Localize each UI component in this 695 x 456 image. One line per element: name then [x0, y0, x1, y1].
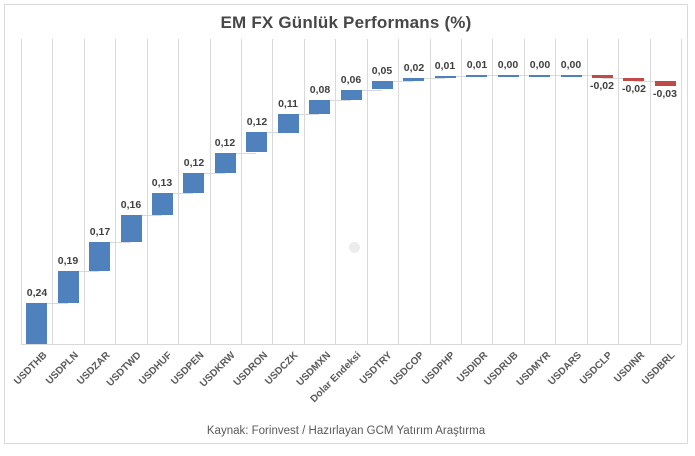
value-label-usdtry: 0,05 — [371, 65, 393, 77]
connector-line — [382, 81, 413, 82]
category-label-usdthb: USDTHB — [12, 350, 50, 388]
bar-usdtry — [372, 81, 393, 89]
connector-line — [257, 132, 288, 133]
connector-line — [320, 100, 351, 101]
value-label-usdzar: 0,17 — [89, 226, 111, 238]
connector-line — [445, 76, 476, 77]
plot-gridline — [650, 39, 651, 344]
bar-usdczk — [278, 114, 299, 133]
bar-usdbrl — [655, 81, 676, 86]
bar-usdtwd — [121, 215, 142, 242]
plot-gridline — [681, 39, 682, 344]
plot-gridline — [21, 39, 22, 344]
value-label-usdidr: 0,01 — [466, 59, 488, 71]
connector-line — [162, 193, 193, 194]
plot-gridline — [210, 39, 211, 344]
bar-usdinr — [623, 78, 644, 81]
category-label-usdcop: USDCOP — [388, 350, 427, 389]
bar-usdzar — [89, 242, 110, 271]
connector-line — [194, 173, 225, 174]
value-label-usdmxn: 0,08 — [309, 84, 331, 96]
value-label-usdhuf: 0,13 — [151, 177, 173, 189]
bar-usdidr — [466, 75, 487, 77]
value-label-usdczk: 0,11 — [278, 98, 298, 110]
connector-line — [351, 90, 382, 91]
connector-line — [477, 75, 508, 76]
chart-frame: EM FX Günlük Performans (%) 0,24 0,19 0,17… — [4, 4, 688, 444]
category-label-usdmyr: USDMYR — [514, 350, 553, 389]
plot-gridline — [147, 39, 148, 344]
connector-line — [100, 242, 131, 243]
value-label-usdpen: 0,12 — [183, 157, 205, 169]
connector-line — [414, 78, 445, 79]
value-label-usdthb: 0,24 — [26, 287, 48, 299]
value-label-usdpln: 0,19 — [57, 255, 79, 267]
value-label-usdbrl: -0,03 — [653, 88, 677, 100]
plot-gridline — [84, 39, 85, 344]
connector-line — [37, 303, 68, 304]
value-label-dolar-endeksi: 0,06 — [340, 74, 362, 86]
value-label-usdtwd: 0,16 — [120, 199, 142, 211]
connector-line — [68, 271, 99, 272]
bar-usdcop — [403, 78, 424, 81]
plot-gridline — [52, 39, 53, 344]
value-label-usdinr: -0,02 — [622, 83, 646, 95]
connector-line — [508, 75, 539, 76]
bar-usdrub — [498, 75, 519, 77]
plot-gridline — [524, 39, 525, 344]
plot-gridline — [115, 39, 116, 344]
plot-area: 0,24 0,19 0,17 0,16 0,13 0,12 0,12 0,12 0,11 0,08… — [21, 39, 682, 345]
connector-line — [131, 215, 162, 216]
category-label-usdpln: USDPLN — [43, 350, 81, 387]
source-note: Kaynak: Forinvest / Hazırlayan GCM Yatır… — [206, 425, 486, 437]
connector-line — [225, 153, 256, 154]
plot-gridline — [461, 39, 462, 344]
connector-line — [571, 75, 602, 76]
value-label-usdron: 0,12 — [246, 116, 268, 128]
value-label-usdcop: 0,02 — [403, 62, 425, 74]
bar-usdhuf — [152, 193, 173, 215]
bar-usdpln — [58, 271, 79, 303]
value-label-usdphp: 0,01 — [434, 60, 456, 72]
plot-gridline — [587, 39, 588, 344]
watermark-dot — [349, 242, 360, 253]
category-label-usdbrl: USDBRL — [640, 350, 678, 388]
bar-usdmxn — [309, 100, 330, 114]
plot-gridline — [272, 39, 273, 344]
bar-usdclp — [592, 75, 613, 78]
plot-gridline — [304, 39, 305, 344]
plot-gridline — [398, 39, 399, 344]
plot-gridline — [430, 39, 431, 344]
category-label-usdphp: USDPHP — [420, 350, 458, 388]
connector-line — [602, 78, 633, 79]
bar-usdthb — [26, 303, 47, 344]
category-label-usdclp: USDCLP — [577, 350, 615, 387]
category-label-usdhuf: USDHUF — [137, 350, 175, 388]
plot-gridline — [178, 39, 179, 344]
category-label-usdron: USDRON — [231, 350, 270, 389]
value-label-usdclp: -0,02 — [590, 80, 614, 92]
bar-usdron — [246, 132, 267, 152]
plot-gridline — [367, 39, 368, 344]
plot-gridline — [618, 39, 619, 344]
connector-line — [540, 75, 571, 76]
connector-line — [634, 81, 665, 82]
value-label-usdmyr: 0,00 — [529, 59, 551, 71]
plot-gridline — [492, 39, 493, 344]
bar-usdmyr — [529, 75, 550, 77]
bar-dolar-endeksi — [341, 90, 362, 100]
bar-usdpen — [183, 173, 204, 193]
plot-gridline — [335, 39, 336, 344]
bar-usdars — [561, 75, 582, 77]
plot-gridline — [555, 39, 556, 344]
chart-title: EM FX Günlük Performans (%) — [220, 13, 472, 32]
bar-usdkrw — [215, 153, 236, 173]
value-label-usdrub: 0,00 — [497, 59, 519, 71]
value-label-usdkrw: 0,12 — [214, 137, 236, 149]
value-label-usdars: 0,00 — [560, 59, 582, 71]
bar-usdphp — [435, 76, 456, 78]
connector-line — [288, 114, 319, 115]
plot-gridline — [241, 39, 242, 344]
